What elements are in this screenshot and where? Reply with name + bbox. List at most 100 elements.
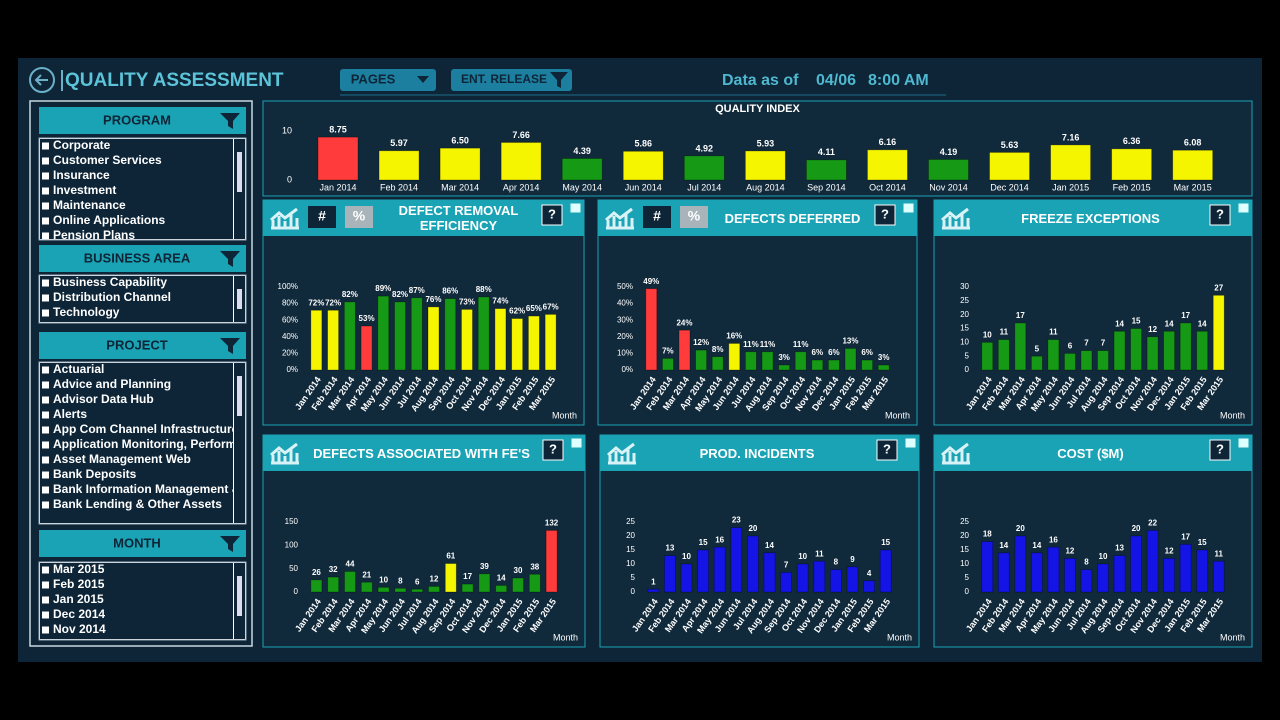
checkbox[interactable] <box>42 566 49 574</box>
help-button[interactable] <box>1209 204 1231 226</box>
checkbox[interactable] <box>42 396 49 404</box>
checkbox[interactable] <box>42 626 49 634</box>
checkbox[interactable] <box>42 581 49 589</box>
scroll-thumb[interactable] <box>237 152 242 192</box>
y-tick-label: 30% <box>617 315 633 324</box>
scroll-thumb[interactable] <box>237 289 242 309</box>
filter-item: Application Monitoring, Perform <box>53 437 236 451</box>
filter-header[interactable] <box>39 332 246 359</box>
filter-header[interactable] <box>39 245 246 272</box>
bar <box>730 527 743 593</box>
expand-button[interactable] <box>569 202 582 214</box>
help-button[interactable] <box>874 204 896 226</box>
filter-list-inner <box>40 139 233 239</box>
checkbox[interactable] <box>42 142 49 150</box>
expand-button[interactable] <box>902 202 915 214</box>
expand-button[interactable] <box>1237 202 1250 214</box>
checkbox[interactable] <box>42 187 49 195</box>
checkbox[interactable] <box>42 279 49 287</box>
filter-list-inner <box>40 563 233 639</box>
bar <box>1080 350 1093 371</box>
bar <box>828 359 840 371</box>
expand-button[interactable] <box>570 437 583 449</box>
y-tick-label: 10 <box>960 337 969 346</box>
data-label: 67% <box>543 302 559 311</box>
help-button[interactable] <box>542 439 564 461</box>
bar <box>830 569 842 593</box>
bar <box>813 560 826 593</box>
expand-button[interactable] <box>904 437 917 449</box>
bar <box>1196 330 1209 371</box>
data-label: 5.63 <box>1001 140 1019 150</box>
checkbox[interactable] <box>42 172 49 180</box>
data-label: 74% <box>492 297 508 306</box>
checkbox[interactable] <box>42 611 49 619</box>
bar <box>360 325 373 371</box>
checkbox[interactable] <box>42 366 49 374</box>
bar <box>478 573 491 593</box>
bar <box>846 566 859 593</box>
checkbox[interactable] <box>42 157 49 165</box>
data-label: 8 <box>1084 558 1089 567</box>
filter-header[interactable] <box>39 107 246 134</box>
toggle-button[interactable] <box>308 206 336 228</box>
checkbox[interactable] <box>42 501 49 509</box>
data-label: 14 <box>1115 319 1124 328</box>
release-button[interactable] <box>451 69 572 91</box>
data-label: 8% <box>712 345 724 354</box>
bar <box>806 159 847 181</box>
data-label: 17 <box>1181 533 1190 542</box>
checkbox[interactable] <box>42 426 49 434</box>
toggle-button[interactable] <box>345 206 373 228</box>
checkbox[interactable] <box>42 217 49 225</box>
page-title: QUALITY ASSESSMENT <box>65 70 284 91</box>
toggle-button[interactable] <box>643 206 671 228</box>
data-label: 10 <box>798 552 807 561</box>
toggle-button[interactable] <box>680 206 708 228</box>
bar <box>377 586 390 593</box>
filter-item: Bank Information Management & <box>53 482 241 496</box>
bar <box>344 571 356 593</box>
bar <box>461 309 473 371</box>
chart-title: DEFECTS ASSOCIATED WITH FE'S <box>313 445 530 461</box>
data-label: 14 <box>1032 541 1041 550</box>
filter-title: BUSINESS AREA <box>84 250 191 265</box>
back-button[interactable] <box>29 67 55 93</box>
x-tick-label: Dec 2014 <box>990 182 1029 192</box>
data-label: 38 <box>530 562 539 571</box>
scroll-thumb[interactable] <box>237 376 242 416</box>
y-tick-label: 50 <box>289 564 298 573</box>
checkbox[interactable] <box>42 456 49 464</box>
data-label: 44 <box>346 560 355 569</box>
help-button[interactable] <box>1209 439 1231 461</box>
filter-item: Jan 2015 <box>53 592 104 606</box>
help-button[interactable] <box>876 439 898 461</box>
checkbox[interactable] <box>42 202 49 210</box>
checkbox[interactable] <box>42 232 49 240</box>
bar <box>867 149 908 181</box>
help-button[interactable] <box>541 204 563 226</box>
data-label: 4 <box>867 569 872 578</box>
checkbox[interactable] <box>42 381 49 389</box>
checkbox[interactable] <box>42 441 49 449</box>
bar <box>747 535 759 593</box>
expand-button[interactable] <box>1237 437 1250 449</box>
checkbox[interactable] <box>42 294 49 302</box>
data-label: 82% <box>342 290 358 299</box>
bar <box>794 351 807 371</box>
toggle-label: % <box>353 208 366 224</box>
panel-icon <box>941 207 970 230</box>
checkbox[interactable] <box>42 471 49 479</box>
pages-button[interactable] <box>340 69 436 91</box>
data-label: 27 <box>1214 283 1223 292</box>
checkbox[interactable] <box>42 411 49 419</box>
data-label: 6.08 <box>1184 138 1202 148</box>
bar <box>544 313 557 371</box>
checkbox[interactable] <box>42 486 49 494</box>
scroll-thumb[interactable] <box>237 576 242 616</box>
data-label: 8 <box>834 558 839 567</box>
filter-header[interactable] <box>39 530 246 557</box>
data-label: 61 <box>446 552 455 561</box>
checkbox[interactable] <box>42 309 49 317</box>
checkbox[interactable] <box>42 596 49 604</box>
